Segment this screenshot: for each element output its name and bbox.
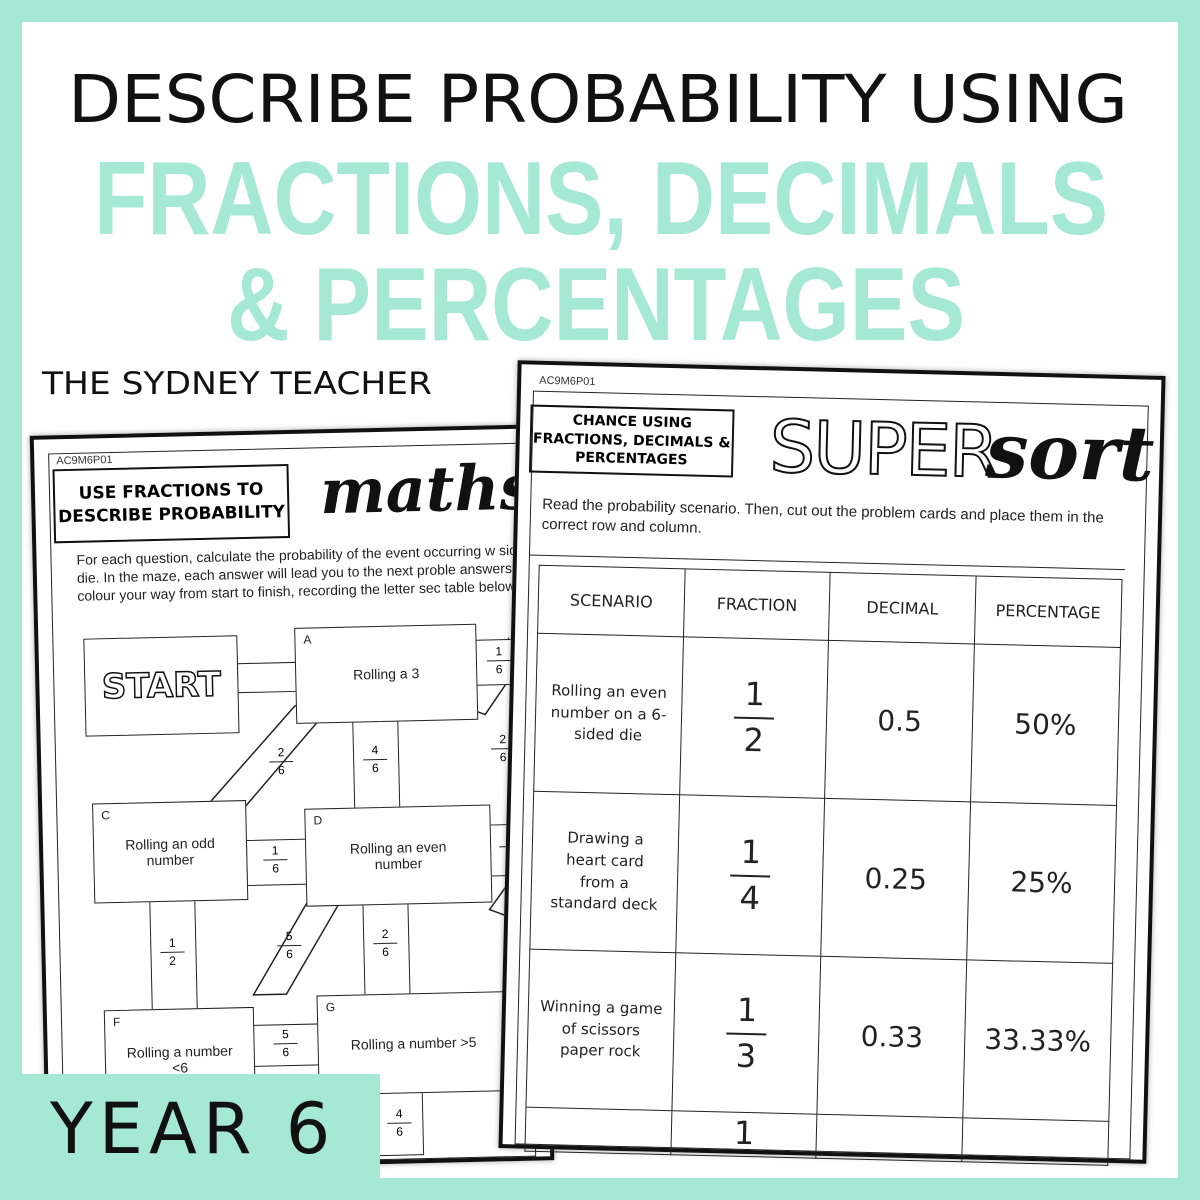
curriculum-code: AC9M6P01 [539, 374, 596, 389]
table-row: Drawing a heart card from a standard dec… [529, 791, 1117, 964]
brand-name: THE SYDNEY TEACHER [41, 366, 432, 402]
sort-logo: sort [984, 405, 1156, 499]
fraction-cell: 1 [670, 1110, 818, 1159]
super-logo: SUPER [768, 403, 999, 495]
scenario-cell [524, 1107, 672, 1155]
maze-box-a: A Rolling a 3 [294, 623, 479, 724]
heading-line-1: DESCRIBE PROBABILITY USING [68, 61, 1128, 138]
maze-box-c: C Rolling an odd number [92, 800, 249, 904]
maze-start-box: START [83, 635, 240, 737]
percentage-cell: 33.33% [962, 959, 1113, 1122]
column-header: PERCENTAGE [974, 575, 1123, 648]
column-header: FRACTION [683, 568, 831, 641]
year-level-label: YEAR 6 [50, 1088, 337, 1170]
cover-heading: DESCRIBE PROBABILITY USING FRACTIONS, DE… [41, 61, 1128, 402]
super-sort-worksheet: AC9M6P01 CHANCE USING FRACTIONS, DECIMAL… [498, 360, 1166, 1166]
scenario-cell: Drawing a heart card from a standard dec… [529, 791, 680, 953]
decimal-cell: 0.25 [821, 798, 971, 960]
worksheet-title: CHANCE USING FRACTIONS, DECIMALS & PERCE… [528, 404, 735, 478]
percentage-cell: 50% [970, 643, 1121, 806]
maze-path [236, 661, 300, 694]
cover-panel: DESCRIBE PROBABILITY USING FRACTIONS, DE… [22, 22, 1178, 1178]
maze-worksheet: AC9M6P01 USE FRACTIONS TO DESCRIBE PROBA… [29, 424, 555, 1172]
column-header: DECIMAL [828, 572, 976, 644]
decimal-cell [816, 1114, 963, 1162]
column-header: SCENARIO [537, 565, 686, 637]
sort-table: SCENARIO FRACTION DECIMAL PERCENTAGE Rol… [524, 565, 1123, 1166]
year-level-badge: YEAR 6 [22, 1074, 380, 1178]
heading-line-3: & PERCENTAGES [227, 247, 965, 363]
table-row: Rolling an even number on a 6-sided die … [533, 633, 1121, 806]
scenario-cell: Winning a game of scissors paper rock [525, 949, 676, 1111]
maze-box-d: D Rolling an even number [304, 804, 493, 907]
heading-line-2: FRACTIONS, DECIMALS [94, 141, 1108, 257]
percentage-cell [961, 1117, 1109, 1166]
decimal-cell: 0.5 [825, 640, 975, 802]
decimal-cell: 0.33 [817, 956, 967, 1118]
scenario-cell: Rolling an even number on a 6-sided die [533, 633, 684, 795]
percentage-cell: 25% [966, 801, 1117, 964]
